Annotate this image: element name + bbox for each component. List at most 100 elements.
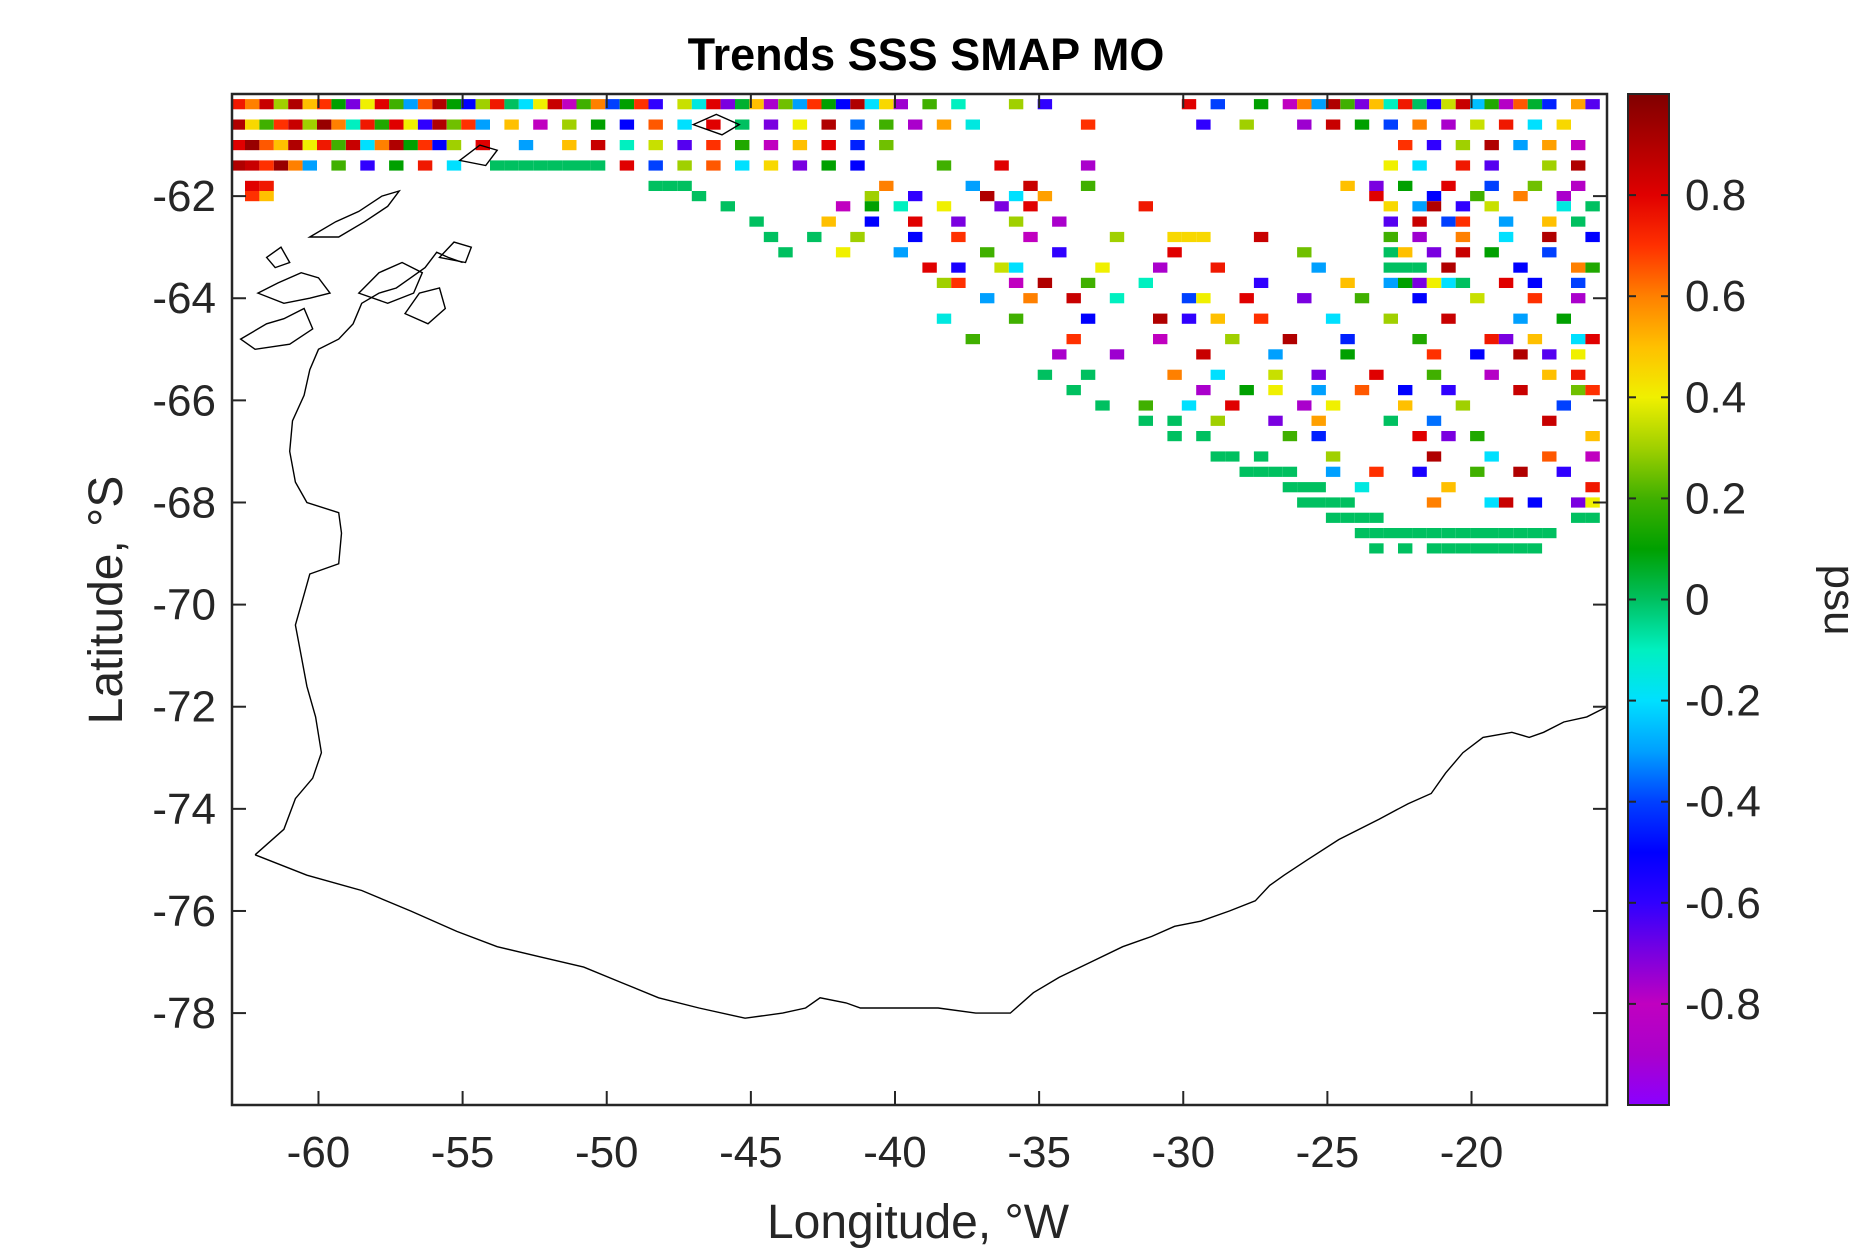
heatmap-cell [417, 119, 433, 130]
heatmap-cell [1571, 216, 1586, 227]
heatmap-cell [951, 277, 966, 288]
heatmap-cell [908, 191, 923, 202]
heatmap-cell [1383, 247, 1398, 258]
heatmap-cell [1225, 451, 1240, 462]
heatmap-cell [1196, 293, 1211, 304]
heatmap-cell [1426, 277, 1442, 288]
heatmap-cell [662, 180, 678, 191]
heatmap-cell [1239, 385, 1254, 396]
heatmap-cell [893, 99, 908, 110]
heatmap-cell [1470, 466, 1485, 477]
heatmap-cell [1426, 99, 1442, 110]
heatmap-cell [1441, 431, 1456, 442]
heatmap-cell [1153, 262, 1168, 273]
heatmap-cell [1095, 262, 1110, 273]
heatmap-cell [994, 201, 1009, 212]
heatmap-cell [259, 99, 274, 110]
heatmap-cell [1455, 277, 1471, 288]
heatmap-cell [1008, 99, 1024, 110]
heatmap-cell [879, 119, 894, 130]
heatmap-cell [1383, 415, 1398, 426]
heatmap-cell [331, 119, 346, 130]
heatmap-cell [1542, 415, 1557, 426]
heatmap-cell [504, 160, 519, 171]
heatmap-cell [259, 180, 274, 191]
colorbar-tick-label: 0 [1685, 576, 1709, 625]
heatmap-cell [1571, 349, 1586, 360]
heatmap-cell [749, 216, 764, 227]
heatmap-cell [1297, 400, 1312, 411]
x-axis-label: Longitude, °W [767, 1196, 1070, 1249]
heatmap-cell [1311, 369, 1326, 380]
heatmap-cell [792, 160, 808, 171]
x-tick-label: -25 [1296, 1128, 1360, 1177]
x-tick-label: -35 [1007, 1128, 1071, 1177]
heatmap-cell [259, 191, 274, 202]
heatmap-cell [1080, 160, 1096, 171]
heatmap-cell [446, 119, 462, 130]
heatmap-cell [619, 140, 635, 151]
heatmap-cell [864, 216, 880, 227]
heatmap-cell [1527, 293, 1543, 304]
heatmap-cell [1383, 201, 1398, 212]
heatmap-cell [547, 160, 562, 171]
heatmap-cell [1268, 385, 1283, 396]
heatmap-cell [533, 119, 548, 130]
heatmap-cell [1297, 247, 1312, 258]
y-tick-label: -68 [152, 478, 216, 527]
colorbar-tick-label: -0.2 [1685, 677, 1761, 726]
heatmap-cell [1181, 231, 1197, 243]
y-tick-label: -72 [152, 683, 216, 732]
heatmap-cell [648, 180, 663, 191]
heatmap-cell [490, 99, 505, 110]
heatmap-cell [288, 119, 303, 130]
heatmap-cell [1253, 99, 1269, 110]
heatmap-cell [1426, 140, 1442, 151]
heatmap-cell [807, 231, 822, 243]
heatmap-cell [1080, 180, 1096, 191]
heatmap-cell [1369, 191, 1384, 202]
heatmap-cell [1282, 334, 1298, 345]
heatmap-cell [1455, 216, 1471, 227]
heatmap-cell [1556, 119, 1571, 130]
heatmap-cell [1470, 293, 1485, 304]
heatmap-cell [1527, 119, 1543, 130]
heatmap-cell [980, 293, 995, 304]
heatmap-cell [835, 99, 851, 110]
heatmap-cell [1354, 482, 1370, 493]
heatmap-cell [259, 119, 274, 130]
heatmap-cell [1138, 415, 1153, 426]
heatmap-cell [1196, 385, 1211, 396]
heatmap-cells [232, 99, 1600, 554]
heatmap-cell [994, 160, 1009, 171]
heatmap-cell [951, 99, 966, 110]
heatmap-cell [1167, 369, 1182, 380]
heatmap-cell [345, 119, 361, 130]
heatmap-cell [1542, 140, 1557, 151]
heatmap-cell [951, 216, 966, 227]
x-tick-label: -20 [1440, 1128, 1504, 1177]
colorbar-tick-label: -0.6 [1685, 879, 1761, 928]
heatmap-cell [1498, 119, 1514, 130]
heatmap-cell [1556, 191, 1571, 202]
heatmap-cell [835, 247, 851, 258]
heatmap-cell [432, 99, 447, 110]
heatmap-cell [763, 99, 779, 110]
heatmap-cell [1426, 497, 1442, 508]
heatmap-cell [1527, 180, 1543, 191]
heatmap-cell [1556, 201, 1571, 212]
heatmap-cell [1542, 99, 1557, 110]
heatmap-cell [879, 180, 894, 191]
heatmap-cell [1023, 180, 1038, 191]
heatmap-cell [1585, 262, 1600, 273]
heatmap-cell [936, 277, 952, 288]
heatmap-cell [1412, 528, 1427, 539]
heatmap-cell [1383, 313, 1398, 324]
heatmap-cell [1297, 293, 1312, 304]
heatmap-cell [850, 99, 865, 110]
plot-frame [230, 92, 1609, 1107]
heatmap-cell [1484, 99, 1499, 110]
heatmap-cell [1412, 466, 1427, 477]
heatmap-cell [1253, 277, 1269, 288]
heatmap-cell [1398, 385, 1413, 396]
